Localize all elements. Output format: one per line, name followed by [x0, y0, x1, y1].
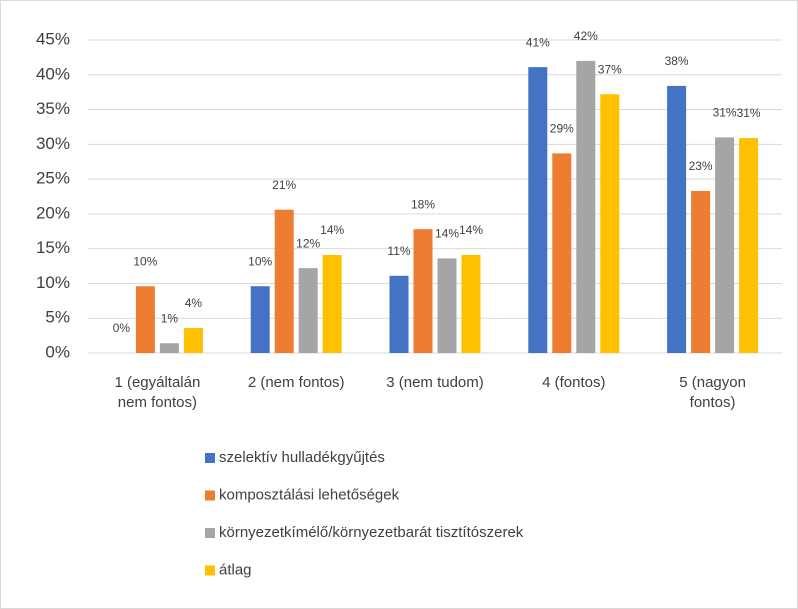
y-tick-label: 20%	[36, 203, 70, 222]
data-label: 31%	[737, 106, 761, 120]
bar	[461, 254, 481, 353]
bar	[159, 343, 179, 353]
bar	[389, 275, 409, 353]
data-label: 12%	[296, 236, 320, 250]
data-label: 14%	[435, 227, 459, 241]
bar	[715, 137, 735, 353]
data-label: 29%	[550, 122, 574, 136]
bar	[600, 94, 620, 354]
x-tick-label: 1 (egyáltalán nem fontos)	[114, 374, 201, 411]
y-tick-label: 5%	[45, 308, 70, 327]
data-label: 18%	[411, 197, 435, 211]
data-label: 37%	[598, 62, 622, 76]
legend-label: komposztálási lehetőségek	[219, 486, 400, 503]
data-label: 10%	[248, 254, 272, 268]
bar	[576, 60, 596, 353]
legend-swatch	[205, 528, 215, 538]
data-label: 42%	[574, 29, 598, 43]
y-tick-label: 25%	[36, 169, 70, 188]
data-label: 41%	[526, 35, 550, 49]
legend-label: szelektív hulladékgyűjtés	[219, 449, 385, 466]
legend-label: átlag	[219, 561, 252, 578]
bar	[274, 209, 294, 353]
data-label: 10%	[133, 254, 157, 268]
y-tick-label: 45%	[36, 29, 70, 48]
y-tick-label: 35%	[36, 99, 70, 118]
x-tick-label: 5 (nagyon fontos)	[679, 374, 746, 411]
bar	[739, 138, 759, 353]
bar	[691, 190, 711, 353]
data-label: 14%	[459, 223, 483, 237]
bar	[667, 85, 687, 353]
bar	[437, 258, 457, 353]
bar	[135, 286, 155, 353]
x-tick-label: 2 (nem fontos)	[247, 374, 345, 391]
x-tick-label: 3 (nem tudom)	[386, 374, 484, 391]
y-tick-label: 10%	[36, 273, 70, 292]
legend-swatch	[205, 490, 215, 501]
data-label: 11%	[387, 244, 410, 258]
data-label: 4%	[185, 296, 203, 310]
bar	[322, 254, 342, 353]
legend-label: környezetkímélő/környezetbarát tisztítós…	[219, 524, 524, 541]
y-tick-label: 0%	[45, 342, 70, 361]
y-tick-label: 40%	[36, 64, 70, 83]
bar	[413, 229, 433, 353]
data-label: 1%	[161, 311, 179, 325]
data-label: 38%	[665, 54, 689, 68]
bar	[552, 153, 572, 353]
bar	[250, 286, 270, 353]
legend-swatch	[205, 453, 215, 463]
y-tick-label: 15%	[36, 238, 70, 257]
data-label: 0%	[113, 321, 131, 335]
y-tick-label: 30%	[36, 134, 70, 153]
data-label: 23%	[689, 159, 713, 173]
data-label: 14%	[320, 223, 344, 237]
bar	[298, 268, 318, 353]
x-tick-label: 4 (fontos)	[542, 374, 606, 391]
legend-swatch	[205, 565, 215, 576]
bar	[183, 327, 203, 353]
data-label: 31%	[713, 106, 737, 120]
data-label: 21%	[272, 178, 296, 192]
bar	[528, 67, 548, 354]
